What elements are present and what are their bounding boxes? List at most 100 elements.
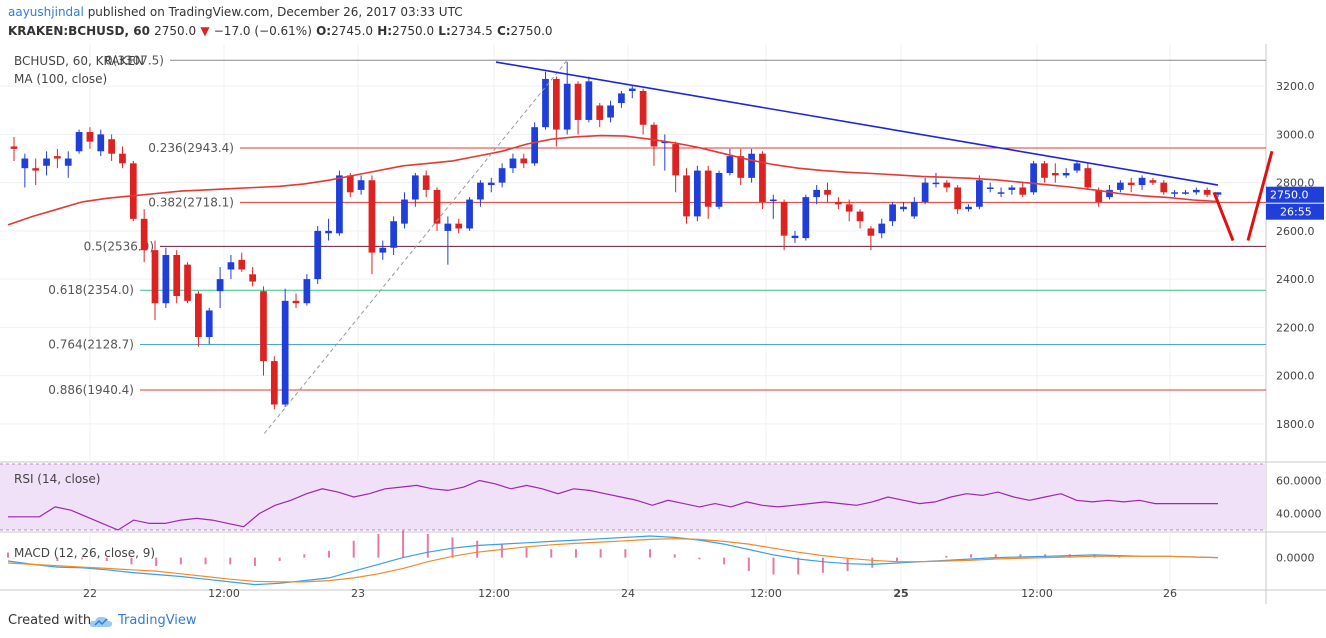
candle-body bbox=[140, 218, 148, 251]
candle-body bbox=[401, 199, 408, 224]
macd-signal-line bbox=[7, 538, 1219, 583]
chart-overlays: 2750.0 26:55 bbox=[7, 59, 1324, 434]
countdown-text: 26:55 bbox=[1280, 206, 1312, 219]
candle-body bbox=[856, 211, 864, 222]
candle-body bbox=[574, 83, 582, 120]
author-link[interactable]: aayushjindal bbox=[8, 5, 84, 19]
candle-body bbox=[986, 187, 994, 189]
candle-body bbox=[1171, 192, 1178, 194]
fib-level-label: 0.886(1940.4) bbox=[48, 383, 134, 397]
candle-body bbox=[205, 310, 213, 337]
created-with-text: Created with bbox=[8, 613, 92, 628]
y-tick-label: 2600.0 bbox=[1276, 225, 1315, 238]
candle-body bbox=[824, 189, 831, 195]
candle-body bbox=[1041, 163, 1048, 178]
candle-body bbox=[1127, 182, 1135, 186]
candle-body bbox=[889, 204, 896, 222]
x-tick-label: 26 bbox=[1163, 587, 1177, 600]
candle-body bbox=[86, 132, 94, 142]
candle-body bbox=[737, 156, 745, 178]
candle-body bbox=[1084, 168, 1092, 188]
candle-body bbox=[932, 182, 940, 185]
candle-body bbox=[802, 197, 810, 239]
candle-body bbox=[270, 361, 278, 405]
candle-body bbox=[1214, 192, 1222, 195]
rsi-pane: 60.0000 40.0000 bbox=[0, 463, 1322, 531]
candle-body bbox=[151, 250, 159, 304]
candle-body bbox=[227, 262, 235, 270]
candle-body bbox=[43, 158, 50, 166]
candle-body bbox=[531, 127, 539, 164]
candle-body bbox=[769, 199, 777, 202]
candle-body bbox=[1149, 180, 1157, 183]
fib-level-label: 0.764(2128.7) bbox=[48, 338, 134, 352]
candle-body bbox=[759, 153, 766, 202]
candle-body bbox=[704, 170, 712, 207]
last-price-text: 2750.0 bbox=[1270, 189, 1309, 202]
candle-body bbox=[1062, 173, 1070, 176]
published-text: published on TradingView.com, December 2… bbox=[87, 5, 463, 19]
fib-swing-line bbox=[263, 59, 568, 434]
fib-level-label: 0.5(2536.0) bbox=[84, 239, 154, 253]
candle-body bbox=[129, 163, 137, 219]
candle-body bbox=[477, 182, 484, 200]
footer: Created with TradingView bbox=[0, 606, 1326, 638]
candle-body bbox=[64, 158, 72, 166]
candle-body bbox=[943, 182, 951, 188]
candle-body bbox=[455, 223, 463, 229]
candle-body bbox=[108, 139, 115, 154]
x-tick-label: 22 bbox=[83, 587, 97, 600]
macd-pane: 0.0000 bbox=[7, 530, 1315, 586]
candle-body bbox=[368, 180, 376, 253]
candle-body bbox=[1138, 177, 1146, 186]
candle-body bbox=[596, 105, 604, 120]
candle-body bbox=[585, 81, 593, 120]
candle-body bbox=[357, 180, 365, 190]
price-chart[interactable]: 0(3307.5) 0.236(2943.4) 0.382(2718.1) 0.5(2… bbox=[0, 44, 1326, 604]
candle-body bbox=[954, 187, 962, 210]
macd-label: MACD (12, 26, close, 9) bbox=[14, 546, 156, 560]
candle-body bbox=[249, 274, 256, 282]
candle-body bbox=[32, 168, 40, 171]
candle-body bbox=[693, 170, 701, 217]
candle-body bbox=[780, 201, 788, 236]
candle-body bbox=[661, 141, 669, 144]
candle-body bbox=[520, 158, 528, 164]
tradingview-link[interactable]: TradingView bbox=[118, 613, 197, 628]
candle-body bbox=[834, 201, 842, 205]
high-value: 2750.0 bbox=[392, 24, 435, 38]
fib-level-label: 0.236(2943.4) bbox=[148, 141, 234, 155]
candle-body bbox=[1182, 192, 1189, 194]
projection-up-stroke bbox=[1246, 150, 1274, 241]
candle-body bbox=[910, 201, 918, 217]
candle-body bbox=[900, 206, 907, 210]
candle-body bbox=[162, 255, 170, 304]
candle-body bbox=[997, 192, 1005, 194]
macd-line bbox=[7, 535, 1219, 586]
candle-body bbox=[303, 279, 311, 304]
y-tick-label: 3000.0 bbox=[1276, 128, 1315, 141]
candle-body bbox=[1030, 163, 1037, 193]
candle-body bbox=[1117, 182, 1124, 190]
y-tick-label: 1800.0 bbox=[1276, 418, 1315, 431]
candle-body bbox=[433, 189, 441, 224]
candle-body bbox=[216, 279, 224, 292]
rsi-line bbox=[8, 479, 1218, 531]
x-tick-label: 23 bbox=[351, 587, 365, 600]
tradingview-cloud-icon bbox=[89, 616, 113, 627]
candle-body bbox=[238, 259, 246, 270]
fib-level-label: 0(3307.5) bbox=[105, 53, 164, 67]
publish-info: aayushjindal published on TradingView.co… bbox=[8, 5, 463, 19]
candle-body bbox=[390, 221, 398, 248]
candle-body bbox=[336, 175, 343, 234]
rsi-band bbox=[0, 464, 1266, 530]
open-value: 2745.0 bbox=[331, 24, 374, 38]
close-label: C: bbox=[496, 24, 511, 38]
open-label: O: bbox=[316, 24, 332, 38]
candle-body bbox=[54, 156, 61, 159]
candle-body bbox=[791, 235, 799, 239]
ma-label: MA (100, close) bbox=[14, 72, 108, 86]
low-value: 2734.5 bbox=[450, 24, 493, 38]
candle-body bbox=[965, 206, 972, 210]
candle-body bbox=[498, 168, 506, 183]
